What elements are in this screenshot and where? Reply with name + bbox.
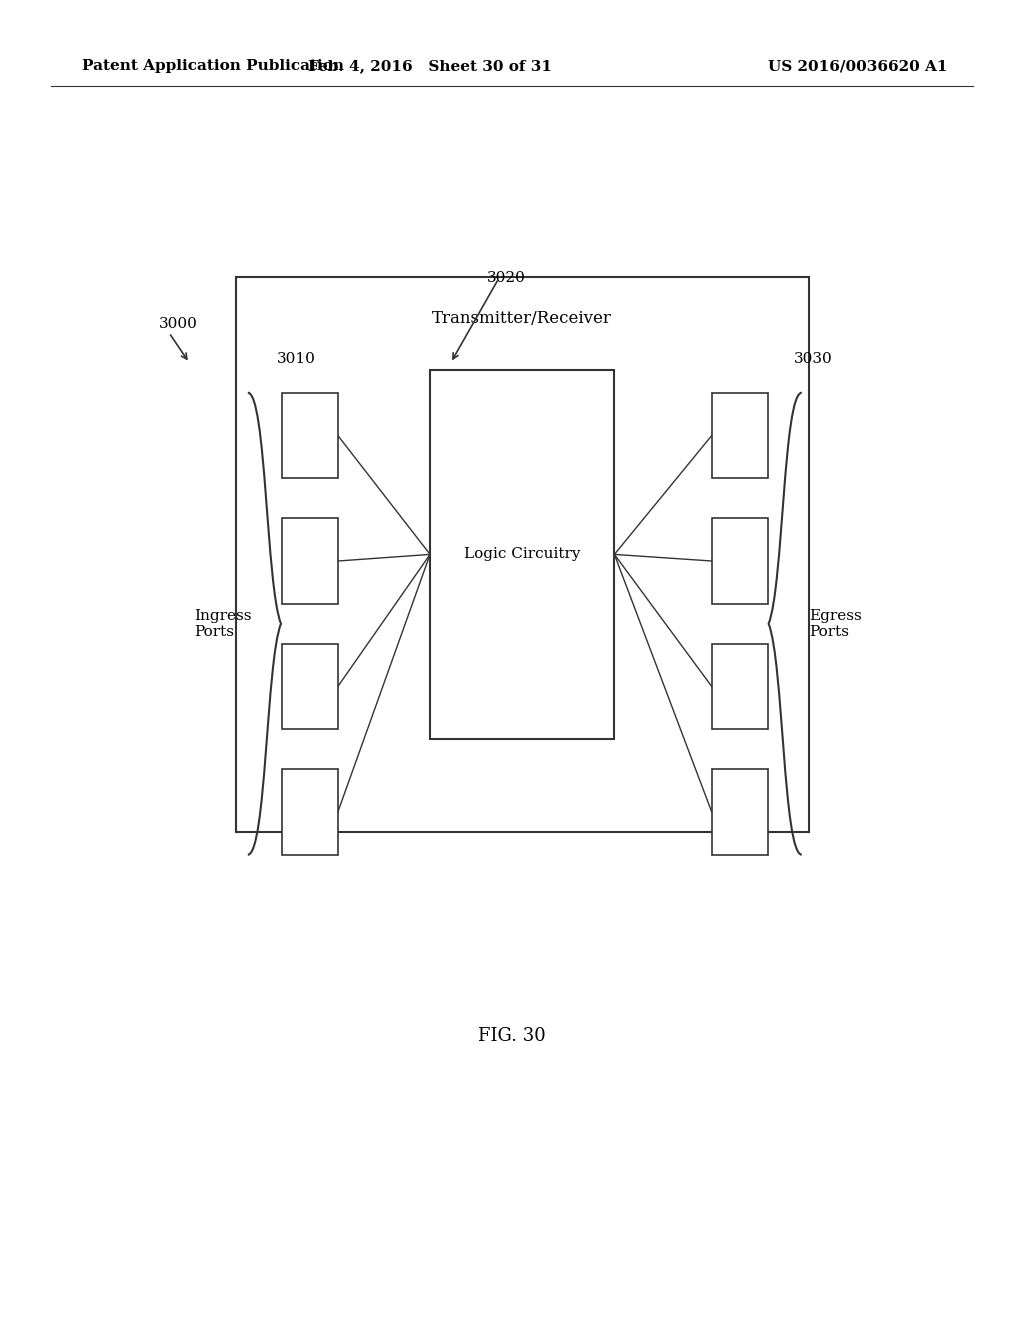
Text: 3020: 3020: [486, 271, 525, 285]
Text: Patent Application Publication: Patent Application Publication: [82, 59, 344, 74]
Bar: [712, 519, 768, 605]
Text: US 2016/0036620 A1: US 2016/0036620 A1: [768, 59, 947, 74]
Bar: [282, 768, 338, 855]
Bar: [712, 392, 768, 478]
Text: Transmitter/Receiver: Transmitter/Receiver: [432, 310, 612, 327]
Text: FIG. 30: FIG. 30: [478, 1027, 546, 1045]
Bar: [282, 392, 338, 478]
Text: Feb. 4, 2016   Sheet 30 of 31: Feb. 4, 2016 Sheet 30 of 31: [308, 59, 552, 74]
Text: Egress
Ports: Egress Ports: [809, 609, 862, 639]
Bar: [712, 768, 768, 855]
Bar: [430, 370, 614, 739]
Bar: [712, 644, 768, 729]
Text: Ingress
Ports: Ingress Ports: [195, 609, 252, 639]
Text: 3000: 3000: [159, 317, 198, 331]
Bar: [282, 519, 338, 605]
Bar: [236, 277, 809, 832]
Text: 3010: 3010: [276, 352, 315, 366]
Text: 3030: 3030: [794, 352, 833, 366]
Bar: [282, 644, 338, 729]
Text: Logic Circuitry: Logic Circuitry: [464, 548, 581, 561]
